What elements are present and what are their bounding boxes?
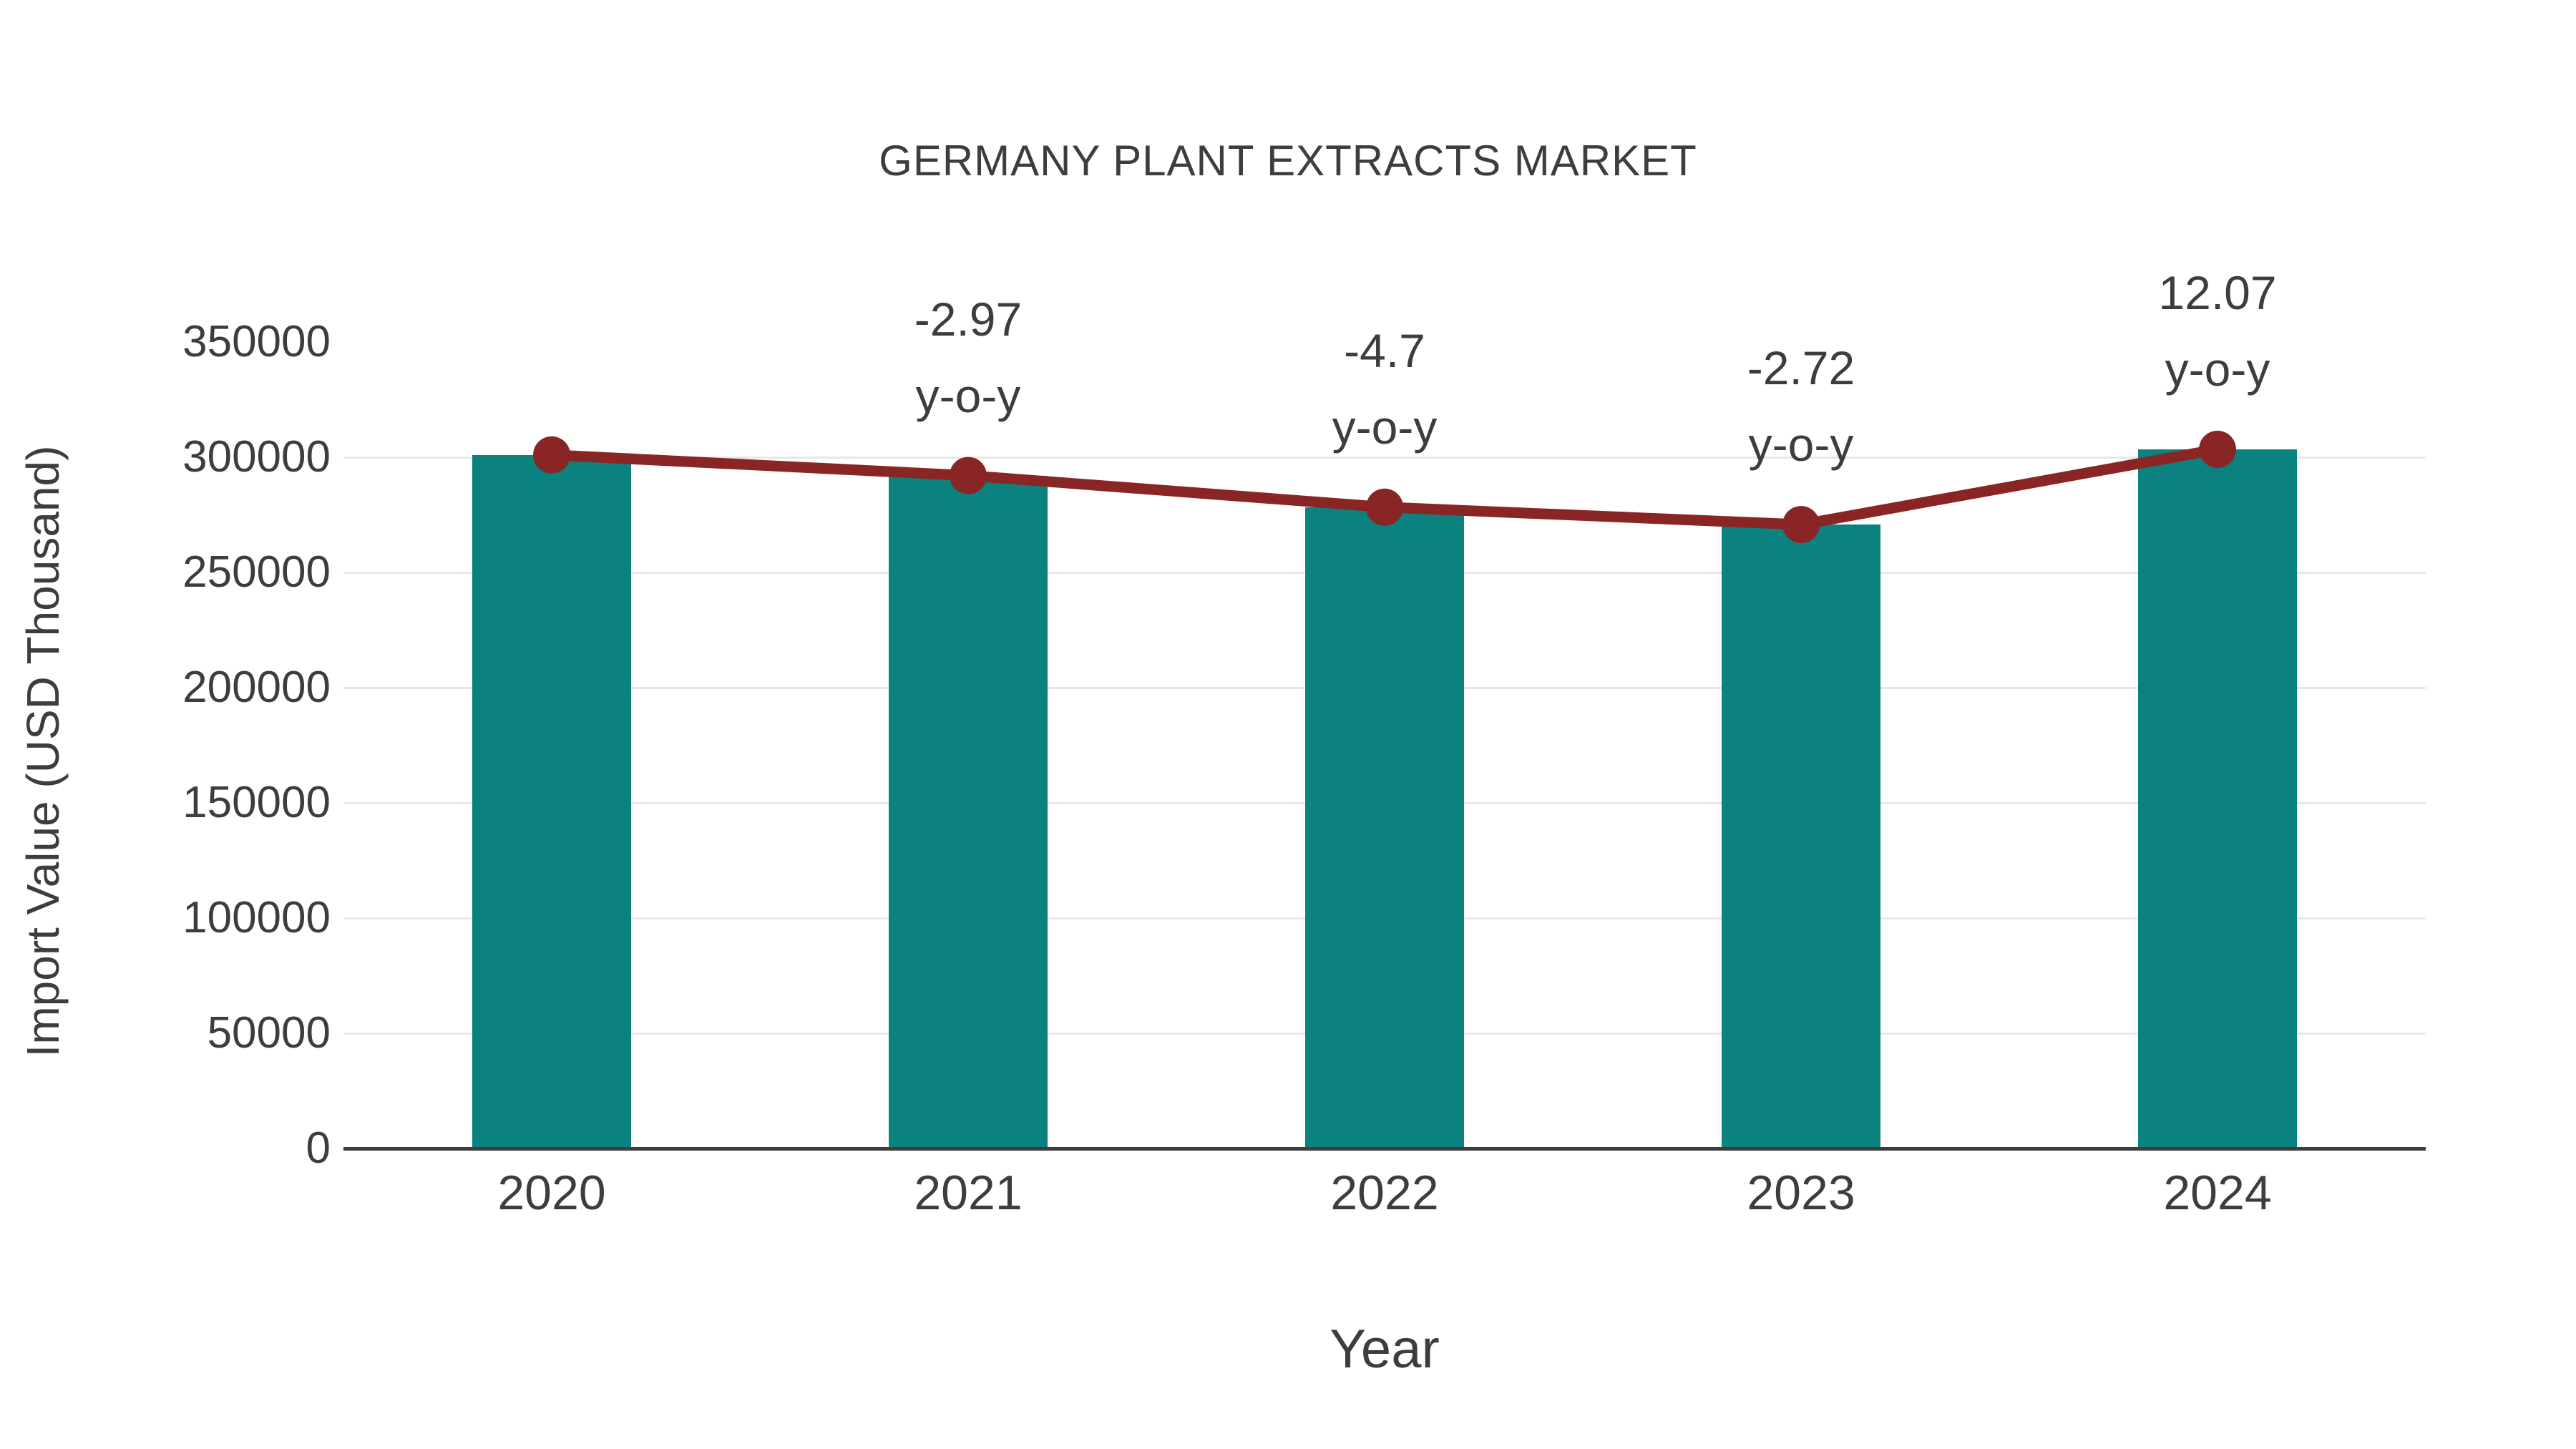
y-tick-0: 0 bbox=[306, 1123, 331, 1173]
x-tick-2024: 2024 bbox=[2163, 1166, 2272, 1220]
bar-2021 bbox=[889, 475, 1048, 1148]
x-axis-title: Year bbox=[1330, 1319, 1440, 1380]
annotation-2021: -2.97 y-o-y bbox=[914, 281, 1022, 434]
y-tick-200000: 200000 bbox=[182, 663, 331, 712]
y-tick-50000: 50000 bbox=[207, 1008, 331, 1058]
x-tick-2022: 2022 bbox=[1330, 1166, 1439, 1220]
y-tick-250000: 250000 bbox=[182, 547, 331, 597]
y-tick-100000: 100000 bbox=[182, 893, 331, 942]
annotation-2022-yoy-label: y-o-y bbox=[1332, 400, 1438, 454]
trend-point-2024 bbox=[2199, 430, 2236, 468]
trend-point-2022 bbox=[1366, 488, 1403, 526]
annotation-2023-yoy-label: y-o-y bbox=[1748, 418, 1854, 472]
annotation-2024-yoy-label: y-o-y bbox=[2165, 342, 2270, 396]
trend-point-2020 bbox=[533, 436, 570, 474]
annotation-2024: 12.07 y-o-y bbox=[2158, 255, 2276, 408]
annotation-2022: -4.7 y-o-y bbox=[1332, 313, 1438, 466]
annotation-2022-value: -4.7 bbox=[1344, 323, 1425, 377]
trend-point-2021 bbox=[950, 457, 987, 494]
y-tick-350000: 350000 bbox=[182, 317, 331, 366]
y-tick-300000: 300000 bbox=[182, 432, 331, 482]
bar-2023 bbox=[1722, 525, 1880, 1148]
gridline-300000 bbox=[343, 456, 2426, 459]
bar-2024 bbox=[2138, 449, 2297, 1148]
y-tick-150000: 150000 bbox=[182, 778, 331, 827]
x-tick-2021: 2021 bbox=[914, 1166, 1023, 1220]
annotation-2021-yoy-label: y-o-y bbox=[915, 369, 1021, 422]
x-tick-2023: 2023 bbox=[1747, 1166, 1855, 1220]
annotation-2024-value: 12.07 bbox=[2158, 265, 2277, 319]
bar-2020 bbox=[472, 454, 631, 1148]
annotation-2023-value: -2.72 bbox=[1747, 341, 1855, 395]
x-tick-2020: 2020 bbox=[497, 1166, 606, 1220]
annotation-2023: -2.72 y-o-y bbox=[1747, 330, 1855, 483]
bar-2022 bbox=[1305, 507, 1464, 1148]
chart-title: GERMANY PLANT EXTRACTS MARKET bbox=[879, 137, 1697, 185]
annotation-2021-value: -2.97 bbox=[914, 292, 1023, 346]
x-axis-line bbox=[343, 1147, 2426, 1151]
trend-point-2023 bbox=[1782, 506, 1820, 544]
